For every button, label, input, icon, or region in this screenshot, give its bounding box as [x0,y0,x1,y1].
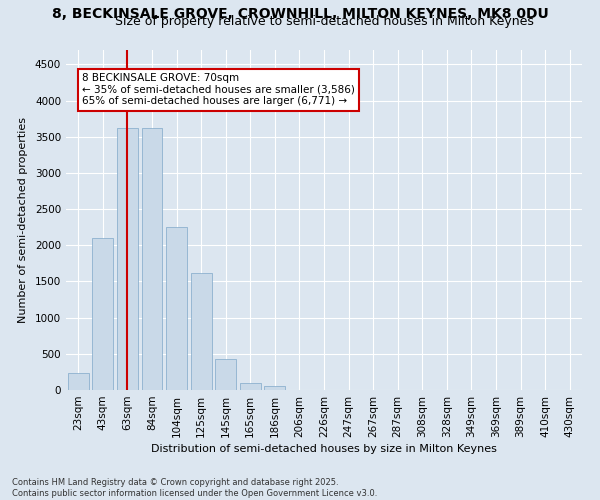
Bar [68,372,89,390]
Text: Contains HM Land Registry data © Crown copyright and database right 2025.
Contai: Contains HM Land Registry data © Crown c… [12,478,377,498]
Bar [191,273,212,390]
Bar [117,128,138,390]
Bar [92,238,113,390]
Bar [265,386,286,390]
Text: 8 BECKINSALE GROVE: 70sqm
← 35% of semi-detached houses are smaller (3,586)
65% : 8 BECKINSALE GROVE: 70sqm ← 35% of semi-… [82,73,355,106]
Title: Size of property relative to semi-detached houses in Milton Keynes: Size of property relative to semi-detach… [115,15,533,28]
Bar [166,227,187,390]
Y-axis label: Number of semi-detached properties: Number of semi-detached properties [18,117,28,323]
X-axis label: Distribution of semi-detached houses by size in Milton Keynes: Distribution of semi-detached houses by … [151,444,497,454]
Bar [142,128,163,390]
Bar [215,359,236,390]
Text: 8, BECKINSALE GROVE, CROWNHILL, MILTON KEYNES, MK8 0DU: 8, BECKINSALE GROVE, CROWNHILL, MILTON K… [52,8,548,22]
Bar [240,383,261,390]
